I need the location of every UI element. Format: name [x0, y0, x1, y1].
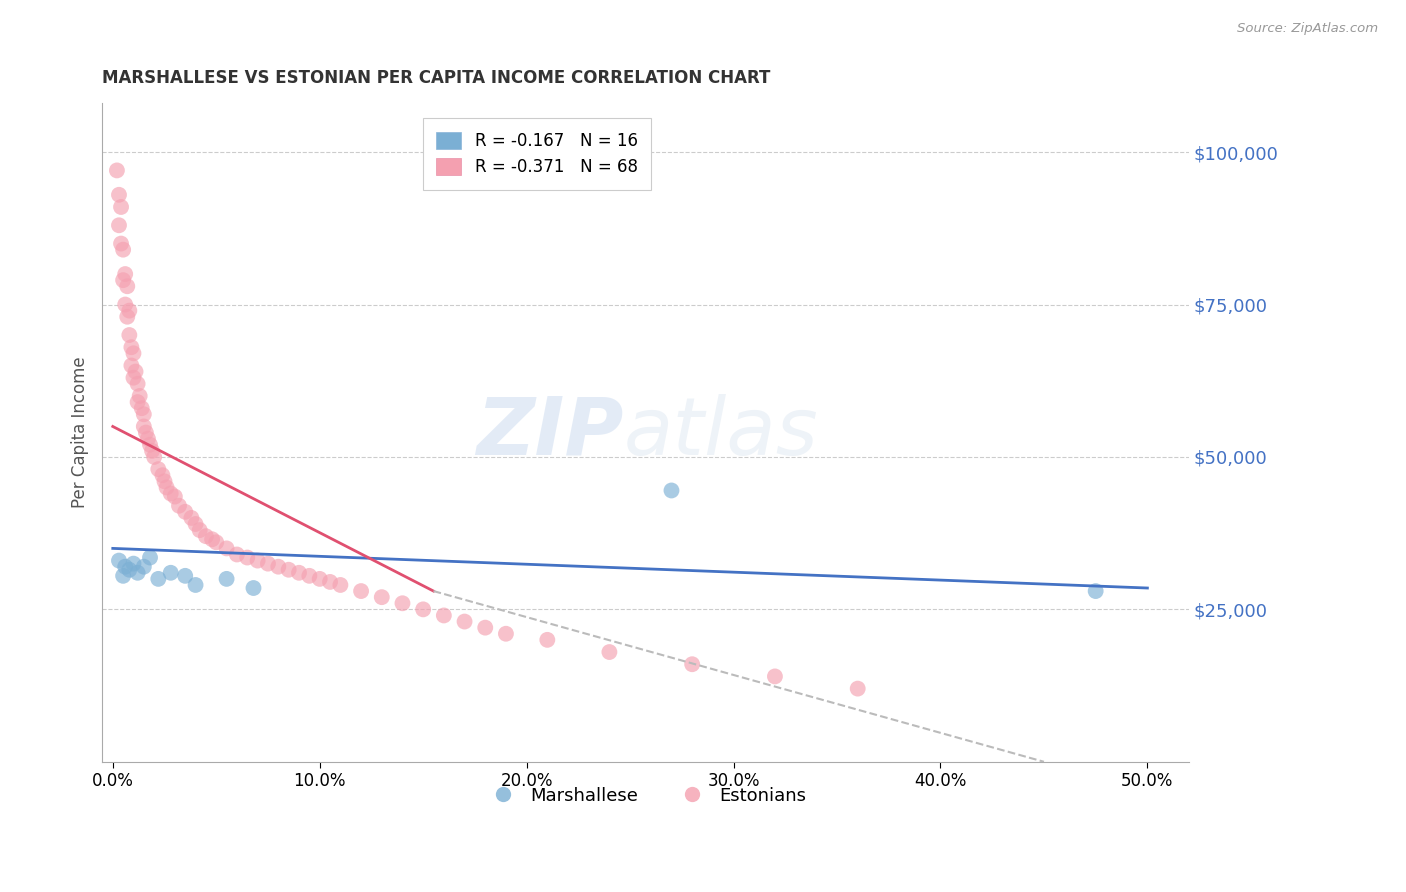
Point: [148, 462, 170, 476]
Point: [155, 480, 177, 494]
Point: [257, 557, 280, 571]
Point: [112, 273, 135, 287]
Point: [118, 303, 141, 318]
Point: [132, 419, 155, 434]
Point: [495, 626, 517, 640]
Point: [128, 389, 150, 403]
Point: [127, 566, 149, 580]
Point: [135, 425, 157, 440]
Point: [132, 407, 155, 421]
Point: [391, 596, 413, 610]
Point: [681, 657, 703, 672]
Point: [159, 566, 181, 580]
Point: [127, 376, 149, 391]
Point: [846, 681, 869, 696]
Point: [246, 553, 269, 567]
Point: [661, 483, 683, 498]
Point: [167, 499, 190, 513]
Point: [127, 395, 149, 409]
Point: [112, 243, 135, 257]
Point: [598, 645, 620, 659]
Point: [412, 602, 434, 616]
Text: atlas: atlas: [624, 393, 818, 472]
Point: [153, 475, 176, 489]
Point: [124, 365, 146, 379]
Point: [148, 572, 170, 586]
Point: [163, 490, 186, 504]
Point: [114, 297, 136, 311]
Point: [184, 516, 207, 531]
Point: [139, 550, 162, 565]
Point: [114, 267, 136, 281]
Point: [114, 559, 136, 574]
Point: [180, 511, 202, 525]
Point: [215, 541, 238, 556]
Point: [433, 608, 456, 623]
Point: [1084, 584, 1107, 599]
Point: [122, 370, 145, 384]
Point: [117, 310, 139, 324]
Point: [308, 572, 330, 586]
Point: [188, 523, 211, 537]
Text: Source: ZipAtlas.com: Source: ZipAtlas.com: [1237, 22, 1378, 36]
Point: [242, 581, 264, 595]
Point: [371, 590, 394, 604]
Point: [159, 486, 181, 500]
Point: [350, 584, 373, 599]
Point: [763, 669, 786, 683]
Point: [105, 163, 128, 178]
Point: [174, 569, 197, 583]
Point: [136, 432, 159, 446]
Point: [215, 572, 238, 586]
Point: [120, 340, 142, 354]
Point: [277, 563, 299, 577]
Point: [288, 566, 311, 580]
Point: [108, 187, 131, 202]
Point: [131, 401, 153, 416]
Point: [141, 443, 163, 458]
Y-axis label: Per Capita Income: Per Capita Income: [72, 357, 89, 508]
Point: [118, 328, 141, 343]
Point: [329, 578, 352, 592]
Legend: Marshallese, Estonians: Marshallese, Estonians: [478, 780, 814, 812]
Point: [236, 550, 259, 565]
Point: [201, 533, 224, 547]
Text: ZIP: ZIP: [477, 393, 624, 472]
Point: [118, 563, 141, 577]
Point: [205, 535, 228, 549]
Point: [152, 468, 174, 483]
Point: [184, 578, 207, 592]
Point: [117, 279, 139, 293]
Point: [267, 559, 290, 574]
Point: [108, 553, 131, 567]
Point: [298, 569, 321, 583]
Point: [226, 548, 249, 562]
Text: MARSHALLESE VS ESTONIAN PER CAPITA INCOME CORRELATION CHART: MARSHALLESE VS ESTONIAN PER CAPITA INCOM…: [103, 69, 770, 87]
Point: [139, 438, 162, 452]
Point: [132, 559, 155, 574]
Point: [122, 346, 145, 360]
Point: [112, 569, 135, 583]
Point: [319, 574, 342, 589]
Point: [120, 359, 142, 373]
Point: [194, 529, 217, 543]
Point: [108, 219, 131, 233]
Point: [174, 505, 197, 519]
Point: [453, 615, 475, 629]
Point: [474, 621, 496, 635]
Point: [110, 200, 132, 214]
Point: [110, 236, 132, 251]
Point: [143, 450, 166, 464]
Point: [536, 632, 558, 647]
Point: [122, 557, 145, 571]
